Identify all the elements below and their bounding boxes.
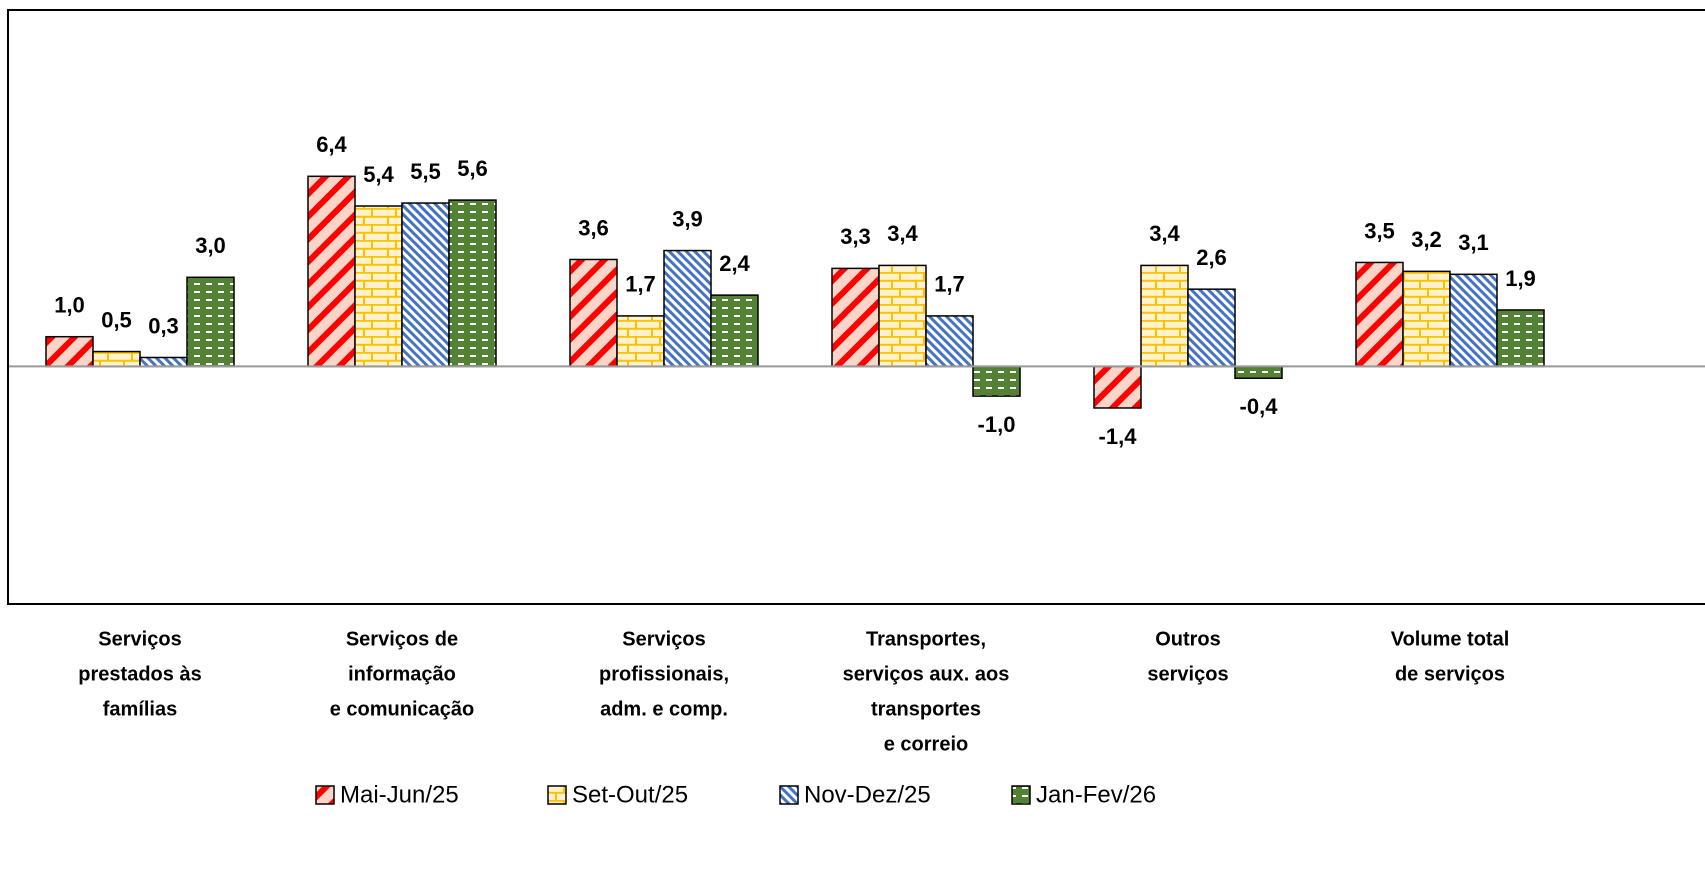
data-label: 5,6	[457, 156, 488, 181]
bar	[401, 202, 450, 368]
data-label: 5,4	[363, 162, 394, 187]
data-label: 3,9	[672, 206, 703, 231]
bar	[1187, 288, 1236, 368]
bar	[569, 258, 618, 368]
x-tick-label: adm. e comp.	[600, 698, 728, 720]
data-label: 3,4	[887, 221, 918, 246]
bar	[45, 335, 94, 368]
bar	[878, 264, 927, 368]
x-tick-label: Volume total	[1391, 628, 1510, 650]
data-label: 1,9	[1505, 266, 1536, 291]
data-label: -1,0	[978, 412, 1016, 437]
x-tick-label: Outros	[1155, 628, 1221, 650]
bar	[710, 294, 759, 368]
data-label: 2,4	[719, 251, 750, 276]
bar	[616, 315, 665, 368]
legend-swatch	[547, 785, 567, 805]
x-tick-label: Serviços	[622, 628, 705, 650]
x-tick-label: e correio	[884, 733, 968, 755]
data-label: 3,0	[195, 233, 226, 258]
bar	[307, 175, 356, 368]
x-tick-label: de serviços	[1395, 663, 1505, 685]
x-tick-label: prestados às	[78, 663, 201, 685]
legend-swatch	[1011, 785, 1031, 805]
x-tick-label: Serviços	[98, 628, 181, 650]
data-label: 3,3	[840, 224, 871, 249]
legend-swatch	[315, 785, 335, 805]
data-label: 1,7	[625, 272, 656, 297]
data-label: 1,7	[934, 272, 965, 297]
bar	[1402, 270, 1451, 368]
data-label: 3,6	[578, 215, 609, 240]
x-tick-label: Transportes,	[866, 628, 986, 650]
data-label: 0,3	[148, 313, 179, 338]
x-tick-label: Serviços de	[346, 628, 458, 650]
bar	[1449, 273, 1498, 368]
x-tick-label: transportes	[871, 698, 981, 720]
bar	[139, 356, 188, 368]
bar	[831, 267, 880, 368]
legend-label: Mai-Jun/25	[340, 781, 459, 808]
x-tick-label: profissionais,	[599, 663, 729, 685]
legend-label: Nov-Dez/25	[804, 781, 931, 808]
bar	[1140, 264, 1189, 368]
x-tick-label: serviços aux. aos	[843, 663, 1010, 685]
x-tick-label: informação	[348, 663, 456, 685]
data-label: -1,4	[1099, 424, 1138, 449]
bar	[448, 199, 497, 368]
bar	[1093, 365, 1142, 409]
x-tick-label: famílias	[103, 698, 177, 720]
legend-label: Jan-Fev/26	[1036, 781, 1156, 808]
bar	[354, 205, 403, 368]
legend-swatch	[779, 785, 799, 805]
bar	[972, 365, 1021, 397]
data-label: 3,1	[1458, 230, 1489, 255]
legend-label: Set-Out/25	[572, 781, 688, 808]
bar	[1496, 309, 1545, 368]
plot-frame	[7, 9, 1705, 605]
data-label: 6,4	[316, 132, 347, 157]
data-label: 5,5	[410, 159, 441, 184]
x-tick-label: serviços	[1147, 663, 1228, 685]
data-label: 3,2	[1411, 227, 1442, 252]
data-label: 3,5	[1364, 218, 1395, 243]
bar	[186, 276, 235, 368]
data-label: 0,5	[101, 307, 132, 332]
bar	[92, 350, 141, 368]
data-label: 1,0	[54, 293, 85, 318]
bar	[663, 249, 712, 368]
bar	[925, 315, 974, 368]
data-label: 2,6	[1196, 245, 1227, 270]
data-label: -0,4	[1240, 394, 1279, 419]
data-label: 3,4	[1149, 221, 1180, 246]
x-tick-label: e comunicação	[330, 698, 475, 720]
bar	[1355, 261, 1404, 368]
bar	[1234, 365, 1283, 380]
